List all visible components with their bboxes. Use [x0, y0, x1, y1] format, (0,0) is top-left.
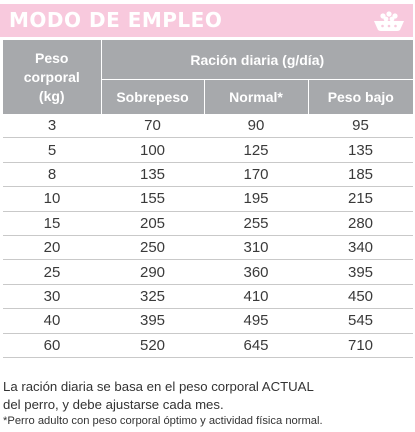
underweight-cell: 185: [308, 162, 414, 188]
overweight-cell: 250: [101, 235, 204, 261]
table-row: 60 520 645 710: [3, 333, 414, 358]
footnote: *Perro adulto con peso corporal óptimo y…: [3, 415, 323, 427]
overweight-header: Sobrepeso: [101, 79, 205, 114]
overweight-cell: 205: [101, 211, 204, 236]
overweight-cell: 325: [101, 284, 204, 310]
overweight-cell: 100: [101, 137, 204, 163]
weight-cell: 10: [3, 186, 101, 212]
overweight-cell: 135: [101, 162, 204, 188]
table-row: 30 325 410 450: [3, 284, 414, 310]
weight-cell: 40: [3, 308, 101, 334]
weight-header-line: Peso: [35, 49, 69, 66]
overweight-cell: 520: [101, 333, 204, 358]
underweight-cell: 95: [308, 114, 414, 139]
table-row: 25 290 360 395: [3, 259, 414, 285]
overweight-cell: 290: [101, 259, 204, 285]
normal-header: Normal*: [204, 79, 309, 114]
weight-header-line: corporal: [23, 68, 80, 85]
underweight-cell: 340: [308, 235, 414, 261]
table-row: 40 395 495 545: [3, 308, 414, 334]
table-row: 5 100 125 135: [3, 137, 414, 163]
underweight-cell: 395: [308, 259, 414, 285]
underweight-cell: 450: [308, 284, 414, 310]
weight-column-header: Peso corporal (kg): [3, 40, 102, 114]
weight-cell: 60: [3, 333, 101, 358]
underweight-cell: 545: [308, 308, 414, 334]
normal-cell: 195: [204, 186, 308, 212]
weight-cell: 15: [3, 211, 101, 236]
normal-cell: 125: [204, 137, 308, 163]
weight-cell: 25: [3, 259, 101, 285]
page-title: MODO DE EMPLEO: [9, 8, 223, 32]
normal-cell: 360: [204, 259, 308, 285]
normal-cell: 90: [204, 114, 308, 139]
weight-cell: 8: [3, 162, 101, 188]
weight-note-line: La ración diaria se basa en el peso corp…: [3, 379, 314, 394]
dog-food-bowl-icon: [374, 11, 404, 31]
table-row: 3 70 90 95: [3, 114, 414, 139]
table-row: 15 205 255 280: [3, 211, 414, 236]
underweight-cell: 710: [308, 333, 414, 358]
underweight-cell: 215: [308, 186, 414, 212]
weight-note-line: del perro, y debe ajustarse cada mes.: [3, 397, 224, 412]
daily-ration-header: Ración diaria (g/día): [101, 40, 414, 80]
weight-header-line: (kg): [38, 87, 65, 104]
table-row: 8 135 170 185: [3, 162, 414, 188]
overweight-cell: 155: [101, 186, 204, 212]
weight-cell: 20: [3, 235, 101, 261]
feeding-table: Peso corporal (kg) Ración diaria (g/día)…: [3, 40, 414, 358]
underweight-cell: 135: [308, 137, 414, 163]
table-row: 20 250 310 340: [3, 235, 414, 261]
overweight-cell: 70: [101, 114, 204, 139]
normal-cell: 495: [204, 308, 308, 334]
overweight-cell: 395: [101, 308, 204, 334]
weight-cell: 3: [3, 114, 101, 139]
normal-cell: 645: [204, 333, 308, 358]
header-band: MODO DE EMPLEO: [0, 4, 413, 37]
normal-cell: 410: [204, 284, 308, 310]
normal-cell: 255: [204, 211, 308, 236]
weight-cell: 30: [3, 284, 101, 310]
normal-cell: 170: [204, 162, 308, 188]
underweight-header: Peso bajo: [308, 79, 414, 114]
table-row: 10 155 195 215: [3, 186, 414, 212]
weight-cell: 5: [3, 137, 101, 163]
weight-note: La ración diaria se basa en el peso corp…: [3, 378, 413, 414]
normal-cell: 310: [204, 235, 308, 261]
underweight-cell: 280: [308, 211, 414, 236]
table-body: 3 70 90 95 5 100 125 135 8 135 170 185 10 155 195 215 15…: [3, 114, 414, 358]
